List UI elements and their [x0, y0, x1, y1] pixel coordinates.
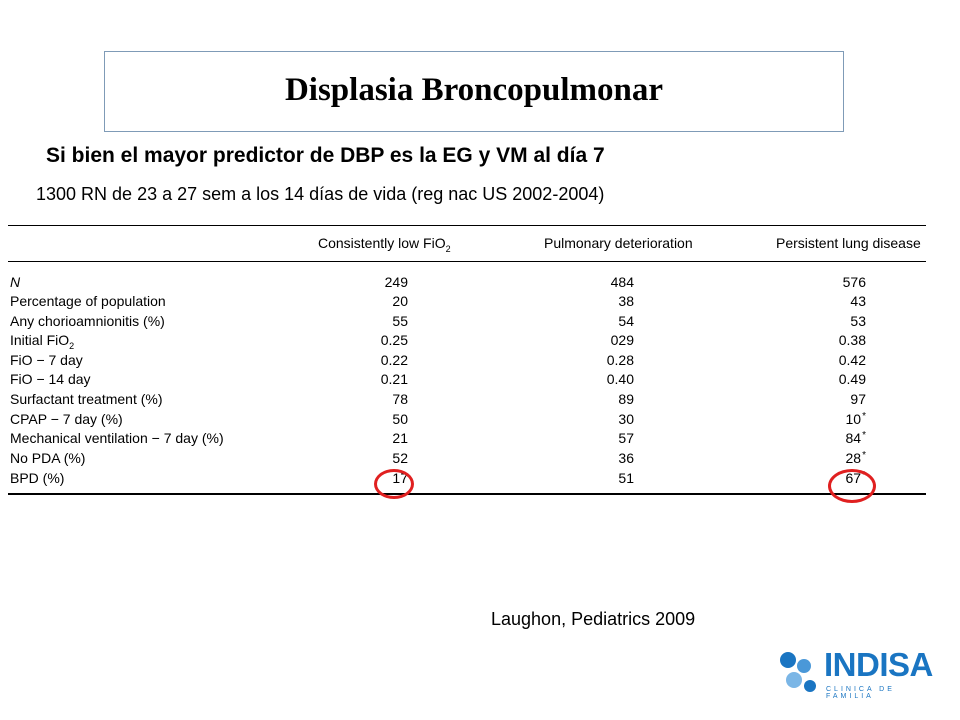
cell-pulmonary-deterioration: 30	[618, 411, 634, 427]
table-row: N 249 484 576	[8, 274, 926, 294]
cell-persistent-lung-disease: 84*	[845, 430, 866, 446]
study-description: 1300 RN de 23 a 27 sem a los 14 días de …	[36, 184, 605, 204]
logo-tagline: CLINICA DE FAMILIA	[826, 686, 895, 700]
cell-low-fio2: 50	[392, 411, 408, 427]
row-label: Surfactant treatment (%)	[10, 391, 163, 407]
cell-persistent-lung-disease: 576	[842, 274, 866, 290]
cell-persistent-lung-disease: 0.38	[838, 332, 866, 348]
footnote-mark: *	[862, 450, 866, 461]
header-consistently-low-fio2: Consistently low FiO2	[318, 235, 451, 254]
table-row: Any chorioamnionitis (%) 55 54 53	[8, 313, 926, 333]
highlight-circle-bpd-persistent	[828, 469, 876, 503]
table-row: FiO − 7 day 0.22 0.28 0.42	[8, 352, 926, 372]
citation: Laughon, Pediatrics 2009	[491, 609, 696, 629]
row-label: FiO − 14 day	[10, 371, 91, 387]
cell-pulmonary-deterioration: 484	[610, 274, 634, 290]
cell-pulmonary-deterioration: 54	[618, 313, 634, 329]
header-pulmonary-deterioration: Pulmonary deterioration	[544, 235, 693, 251]
cell-persistent-lung-disease: 10*	[845, 411, 866, 427]
footnote-mark: *	[862, 430, 866, 441]
cell-pulmonary-deterioration: 0.28	[606, 352, 634, 368]
row-label: N	[10, 274, 21, 290]
cell-pulmonary-deterioration: 89	[618, 391, 634, 407]
cell-low-fio2: 0.21	[380, 371, 408, 387]
table-row: Mechanical ventilation − 7 day (%) 21 57…	[8, 430, 926, 450]
row-label: CPAP − 7 day (%)	[10, 411, 123, 427]
highlight-circle-bpd-low-fio2	[374, 469, 414, 499]
table-header-rule	[8, 261, 926, 262]
cell-persistent-lung-disease: 0.42	[838, 352, 866, 368]
row-label: Initial FiO2	[10, 332, 75, 351]
cell-low-fio2: 78	[392, 391, 408, 407]
row-label: Mechanical ventilation − 7 day (%)	[10, 430, 224, 446]
table-row: Initial FiO2 0.25 029 0.38	[8, 332, 926, 352]
table-bottom-rule	[8, 493, 926, 495]
cell-low-fio2: 249	[384, 274, 408, 290]
cell-pulmonary-deterioration: 38	[618, 293, 634, 309]
table-row: Surfactant treatment (%) 78 89 97	[8, 391, 926, 411]
header-persistent-lung-disease: Persistent lung disease	[776, 235, 921, 251]
slide-subtitle: Si bien el mayor predictor de DBP es la …	[46, 144, 605, 167]
table-top-rule	[8, 225, 926, 226]
cell-persistent-lung-disease: 28*	[845, 450, 866, 466]
table-row: BPD (%) 17 51 67*	[8, 470, 926, 490]
table-row: FiO − 14 day 0.21 0.40 0.49	[8, 371, 926, 391]
logo-mark-icon	[780, 652, 816, 692]
cell-pulmonary-deterioration: 51	[618, 470, 634, 486]
cell-pulmonary-deterioration: 36	[618, 450, 634, 466]
cell-low-fio2: 0.25	[380, 332, 408, 348]
title-box: Displasia Broncopulmonar	[104, 51, 844, 132]
indisa-logo: INDISA CLINICA DE FAMILIA	[776, 646, 936, 700]
cell-pulmonary-deterioration: 0.40	[606, 371, 634, 387]
cell-low-fio2: 0.22	[380, 352, 408, 368]
cell-low-fio2: 55	[392, 313, 408, 329]
table-row: CPAP − 7 day (%) 50 30 10*	[8, 411, 926, 431]
row-label: BPD (%)	[10, 470, 65, 486]
footnote-mark: *	[862, 411, 866, 422]
row-label: Percentage of population	[10, 293, 166, 309]
cell-persistent-lung-disease: 53	[850, 313, 866, 329]
cell-low-fio2: 21	[392, 430, 408, 446]
slide-title: Displasia Broncopulmonar	[284, 72, 664, 108]
cell-persistent-lung-disease: 97	[850, 391, 866, 407]
cell-persistent-lung-disease: 0.49	[838, 371, 866, 387]
cell-low-fio2: 20	[392, 293, 408, 309]
cell-persistent-lung-disease: 43	[850, 293, 866, 309]
cell-low-fio2: 52	[392, 450, 408, 466]
cell-pulmonary-deterioration: 57	[618, 430, 634, 446]
cell-pulmonary-deterioration: 029	[610, 332, 634, 348]
row-label: No PDA (%)	[10, 450, 86, 466]
logo-brand: INDISA	[824, 646, 933, 683]
row-label: Any chorioamnionitis (%)	[10, 313, 165, 329]
table-row: Percentage of population 20 38 43	[8, 293, 926, 313]
table-row: No PDA (%) 52 36 28*	[8, 450, 926, 470]
row-label: FiO − 7 day	[10, 352, 83, 368]
